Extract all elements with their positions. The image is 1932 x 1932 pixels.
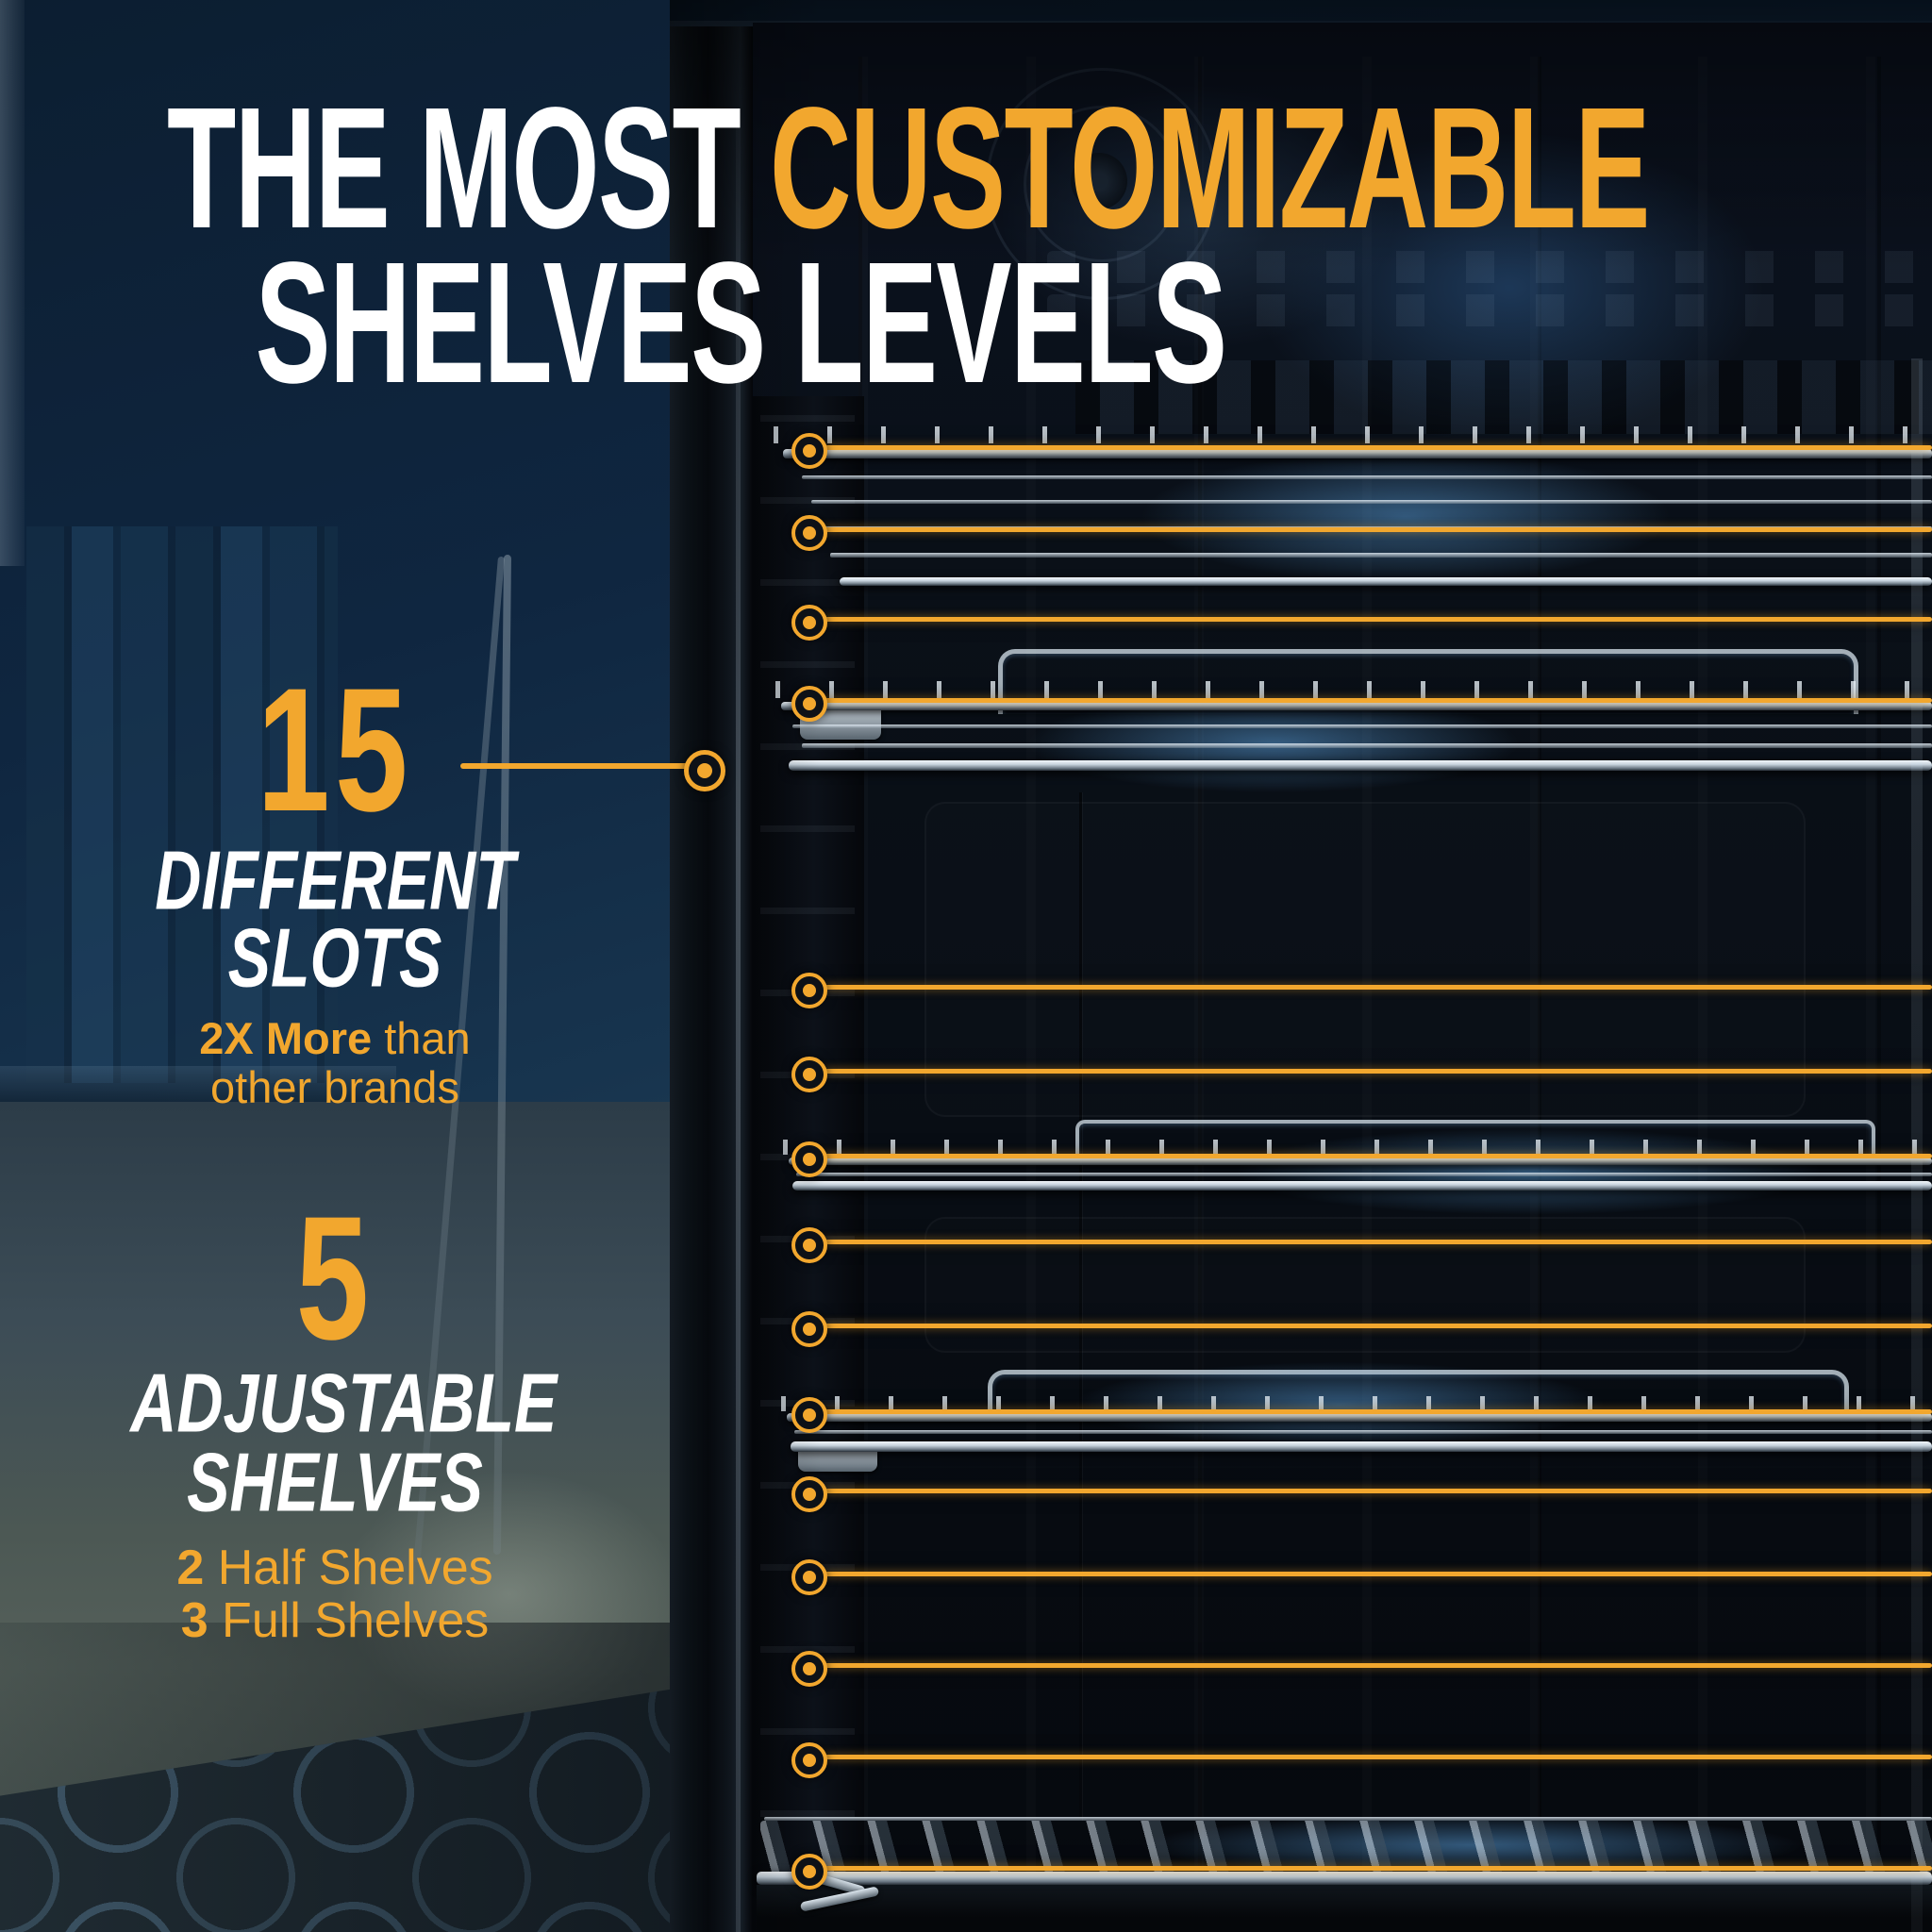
stat-pointer-marker-icon bbox=[684, 750, 725, 791]
slots-subtext-line1: 2X More than bbox=[94, 1013, 575, 1063]
slots-subtext-rest: than bbox=[372, 1013, 471, 1063]
slot-marker-icon bbox=[791, 605, 827, 641]
slot-marker-icon bbox=[791, 686, 827, 722]
page-title-line1: THE MOST CUSTOMIZABLE bbox=[167, 81, 1650, 254]
slot-callout-line bbox=[806, 445, 1932, 450]
fridge bbox=[670, 0, 1932, 1932]
background-rug-shadow bbox=[0, 1623, 721, 1932]
page-title-line2: SHELVES LEVELS bbox=[255, 225, 1228, 419]
full-shelves-count: 3 bbox=[180, 1593, 208, 1648]
title-prefix: THE MOST bbox=[167, 71, 770, 264]
slot-callout-line bbox=[806, 1489, 1932, 1493]
full-shelves-text: Full Shelves bbox=[208, 1593, 490, 1648]
slots-count-number: 15 bbox=[257, 652, 413, 849]
slot-marker-icon bbox=[791, 1057, 827, 1092]
slot-callout-line bbox=[806, 1069, 1932, 1074]
slot-callout-line bbox=[806, 1324, 1932, 1328]
shelves-label-line2: SHELVES bbox=[187, 1436, 483, 1529]
slot-marker-icon bbox=[791, 1311, 827, 1347]
shelves-detail-line2: 3 Full Shelves bbox=[94, 1596, 575, 1645]
slot-callout-line bbox=[806, 1866, 1932, 1871]
slot-callout-line bbox=[806, 1663, 1932, 1668]
half-shelves-count: 2 bbox=[176, 1541, 205, 1595]
slots-label-line1: DIFFERENT bbox=[155, 834, 515, 927]
slot-callout-line bbox=[806, 1572, 1932, 1576]
shelves-label-line1: ADJUSTABLE bbox=[130, 1357, 558, 1450]
half-shelves-text: Half Shelves bbox=[204, 1541, 493, 1595]
slot-marker-icon bbox=[791, 433, 827, 469]
slot-marker-icon bbox=[791, 1141, 827, 1177]
stat-pointer-line bbox=[460, 763, 700, 769]
slot-callout-line bbox=[806, 985, 1932, 990]
slot-marker-icon bbox=[791, 515, 827, 551]
slot-marker-icon bbox=[791, 1397, 827, 1433]
slot-callout-line bbox=[806, 1240, 1932, 1244]
slot-marker-icon bbox=[791, 973, 827, 1008]
slot-marker-icon bbox=[791, 1854, 827, 1890]
slot-callout-line bbox=[806, 1755, 1932, 1759]
slot-marker-icon bbox=[791, 1476, 827, 1512]
shelves-count-number: 5 bbox=[295, 1180, 375, 1377]
stats-column: 15 DIFFERENT SLOTS 2X More than other br… bbox=[94, 0, 575, 1932]
slot-callout-line bbox=[806, 698, 1932, 703]
background-bookshelf bbox=[26, 526, 338, 1083]
slot-callout-line bbox=[806, 1409, 1932, 1414]
slot-marker-icon bbox=[791, 1227, 827, 1263]
fridge-vignette bbox=[670, 0, 1932, 1932]
slot-callout-line bbox=[806, 1154, 1932, 1158]
slot-callout-line bbox=[806, 527, 1932, 532]
title-highlight: CUSTOMIZABLE bbox=[769, 71, 1650, 264]
slots-subtext-line2: other brands bbox=[210, 1062, 459, 1112]
slot-marker-icon bbox=[791, 1559, 827, 1595]
shelves-detail-line1: 2 Half Shelves bbox=[94, 1543, 575, 1592]
slots-label-line2: SLOTS bbox=[227, 911, 442, 1005]
slot-marker-icon bbox=[791, 1651, 827, 1687]
slot-callout-line bbox=[806, 617, 1932, 622]
slots-subtext-bold: 2X More bbox=[199, 1013, 373, 1063]
background-shelf-edge bbox=[0, 0, 25, 566]
slot-marker-icon bbox=[791, 1742, 827, 1778]
